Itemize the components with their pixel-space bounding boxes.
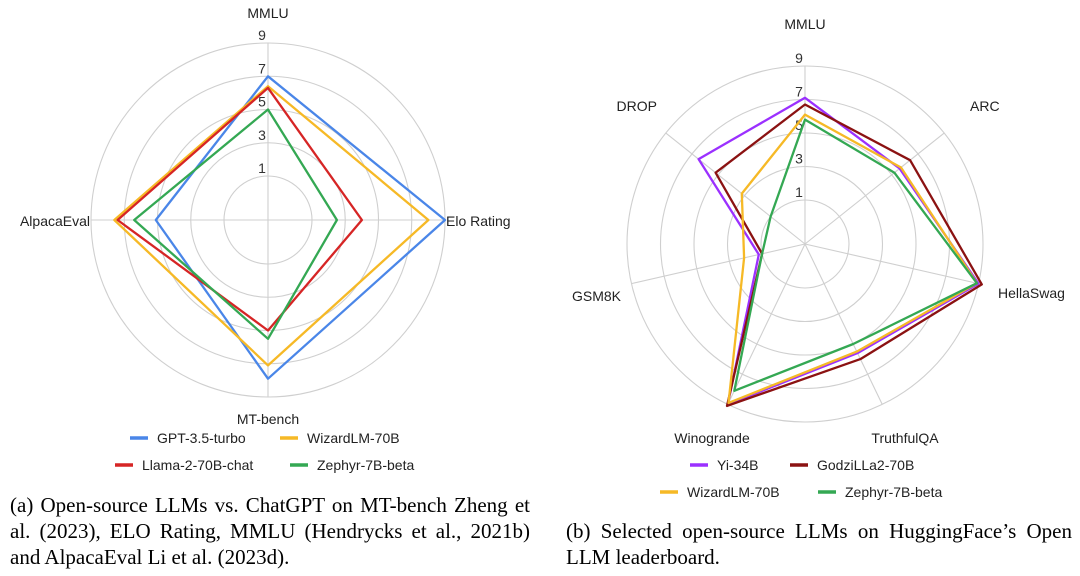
spoke-truthfulqa: [804, 243, 883, 405]
tick-label-9: 9: [795, 50, 803, 66]
axis-label-drop: DROP: [617, 98, 657, 114]
axis-label-gsm8k: GSM8K: [572, 288, 622, 304]
tick-label-9: 9: [258, 27, 266, 43]
legend-label-wizardlm-70b: WizardLM-70B: [307, 430, 400, 446]
axis-label-mt-bench: MT-bench: [237, 411, 299, 427]
tick-label-7: 7: [258, 60, 266, 76]
axis-label-hellaswag: HellaSwag: [998, 285, 1065, 301]
tick-label-5: 5: [258, 94, 266, 110]
series-line-gpt-3-5-turbo: [154, 75, 447, 380]
tick-label-3: 3: [795, 151, 803, 167]
spoke-hellaswag: [804, 243, 979, 285]
legend-label-wizardlm-70b: WizardLM-70B: [687, 484, 780, 500]
legend-label-yi-34b: Yi-34B: [717, 457, 759, 473]
tick-label-3: 3: [258, 127, 266, 143]
axis-label-alpacaeval: AlpacaEval: [20, 213, 90, 229]
caption-a-text: (a) Open-source LLMs vs. ChatGPT on MT-b…: [10, 493, 530, 569]
tick-label-1: 1: [258, 160, 266, 176]
series-line-yi-34b: [697, 96, 980, 406]
caption-b: (b) Selected open-source LLMs on Hugging…: [566, 518, 1072, 570]
spoke-drop: [665, 132, 806, 245]
legend-label-llama-2-70b-chat: Llama-2-70B-chat: [142, 457, 253, 473]
axis-label-mmlu: MMLU: [784, 16, 825, 32]
axis-label-elo-rating: Elo Rating: [446, 213, 511, 229]
axis-label-winogrande: Winogrande: [674, 430, 750, 446]
legend-label-zephyr-7b-beta: Zephyr-7B-beta: [317, 457, 414, 473]
tick-label-5: 5: [795, 117, 803, 133]
axis-label-arc: ARC: [970, 98, 1000, 114]
series-line-llama-2-70b-chat: [116, 86, 364, 332]
tick-label-1: 1: [795, 184, 803, 200]
caption-b-text: (b) Selected open-source LLMs on Hugging…: [566, 519, 1072, 569]
axis-label-truthfulqa: TruthfulQA: [871, 430, 939, 446]
legend-label-gpt-3-5-turbo: GPT-3.5-turbo: [157, 430, 246, 446]
legend-label-godzilla2-70b: GodziLLa2-70B: [817, 457, 914, 473]
series-line-wizardlm-70b: [113, 85, 430, 367]
spoke-arc: [804, 132, 945, 245]
series-line-wizardlm-70b: [727, 113, 979, 405]
legend-label-zephyr-7b-beta: Zephyr-7B-beta: [845, 484, 942, 500]
spoke-gsm8k: [631, 243, 806, 285]
series-line-zephyr-7b-beta: [133, 108, 339, 340]
tick-label-7: 7: [795, 84, 803, 100]
caption-a: (a) Open-source LLMs vs. ChatGPT on MT-b…: [10, 492, 530, 570]
series-line-godzilla2-70b: [714, 103, 983, 408]
radar-chart-a: 1 3 5 7 9 MMLU Elo Rating MT-bench AlpacaEval GPT…: [20, 5, 511, 473]
radar-chart-b: 1 3 5 7 9 MMLU ARC HellaSwag TruthfulQA Winogrand…: [572, 16, 1065, 500]
series-line-zephyr-7b-beta: [733, 118, 979, 392]
axis-label-mmlu: MMLU: [247, 5, 288, 21]
spoke-winogrande: [727, 243, 806, 405]
